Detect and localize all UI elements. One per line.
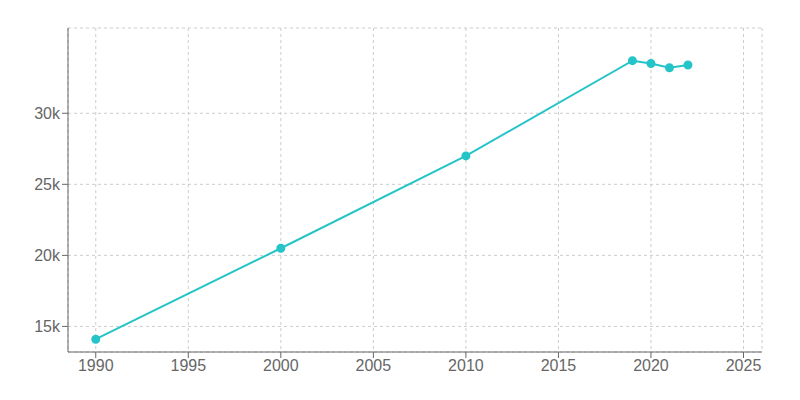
svg-text:2000: 2000: [263, 357, 299, 374]
svg-text:2010: 2010: [448, 357, 484, 374]
svg-text:1995: 1995: [170, 357, 206, 374]
svg-text:15k: 15k: [34, 318, 61, 335]
svg-text:25k: 25k: [34, 176, 61, 193]
svg-text:30k: 30k: [34, 105, 61, 122]
svg-text:1990: 1990: [78, 357, 114, 374]
svg-text:2020: 2020: [633, 357, 669, 374]
svg-text:2025: 2025: [726, 357, 762, 374]
svg-text:2005: 2005: [356, 357, 392, 374]
svg-text:20k: 20k: [34, 247, 61, 264]
svg-text:2015: 2015: [541, 357, 577, 374]
